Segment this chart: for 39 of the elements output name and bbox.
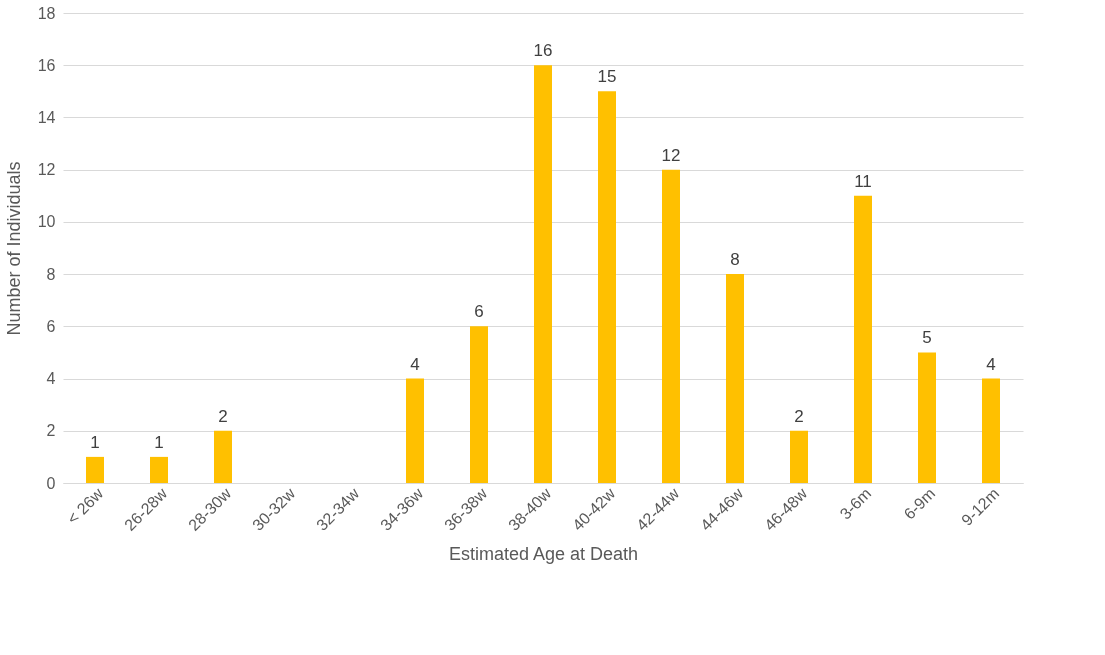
bar — [470, 326, 488, 483]
y-tick-label: 12 — [37, 161, 56, 179]
x-axis-title: Estimated Age at Death — [448, 543, 639, 564]
data-label: 2 — [218, 406, 228, 426]
y-tick-label: 6 — [46, 317, 56, 335]
data-label: 12 — [661, 145, 681, 165]
y-tick-label: 4 — [46, 370, 56, 388]
data-label: 4 — [986, 354, 996, 374]
data-label: 15 — [597, 67, 617, 87]
y-tick-label: 14 — [37, 108, 56, 126]
data-label: 1 — [154, 432, 164, 452]
y-tick-label: 18 — [37, 4, 56, 22]
bar — [854, 195, 872, 483]
y-axis-title: Number of Individuals — [3, 161, 24, 336]
y-tick-label: 16 — [37, 56, 56, 74]
bar — [534, 65, 552, 483]
x-tick-label: < 26w — [63, 484, 107, 528]
bar — [406, 378, 424, 483]
data-label: 4 — [410, 354, 420, 374]
data-label: 2 — [794, 406, 804, 426]
data-label: 8 — [730, 250, 740, 270]
data-label: 11 — [854, 171, 872, 191]
y-tick-label: 10 — [37, 213, 56, 231]
data-label: 1 — [90, 432, 100, 452]
data-label: 6 — [474, 302, 484, 322]
data-label: 16 — [533, 41, 553, 61]
bar — [598, 91, 616, 483]
y-tick-label: 8 — [46, 265, 56, 283]
y-tick-label: 2 — [46, 422, 56, 440]
bar — [150, 456, 168, 483]
bar — [214, 430, 232, 483]
bar — [662, 169, 680, 483]
bar — [918, 352, 936, 483]
data-label: 5 — [922, 328, 932, 348]
bar — [790, 430, 808, 483]
bar — [726, 274, 744, 483]
bar — [86, 456, 104, 483]
bar — [982, 378, 1000, 483]
y-tick-label: 0 — [46, 474, 56, 492]
